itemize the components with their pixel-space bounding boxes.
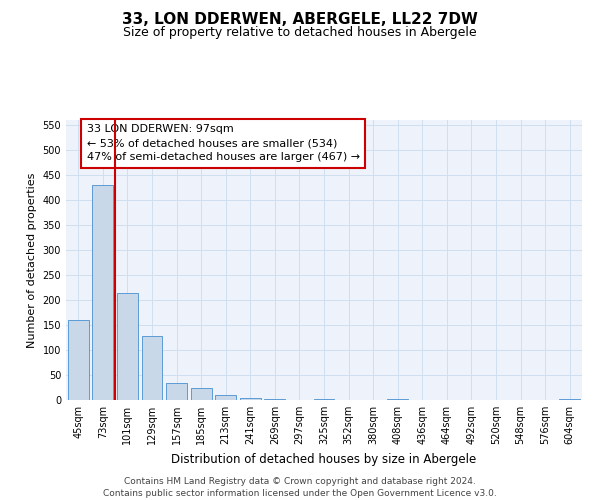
Text: 33 LON DDERWEN: 97sqm
← 53% of detached houses are smaller (534)
47% of semi-det: 33 LON DDERWEN: 97sqm ← 53% of detached … [86,124,360,162]
Bar [215,395,236,400]
Bar [240,398,261,400]
Bar [265,399,286,400]
X-axis label: Distribution of detached houses by size in Abergele: Distribution of detached houses by size … [172,452,476,466]
Y-axis label: Number of detached properties: Number of detached properties [27,172,37,348]
Text: Contains HM Land Registry data © Crown copyright and database right 2024.
Contai: Contains HM Land Registry data © Crown c… [103,476,497,498]
Bar [387,399,408,400]
Bar [92,185,113,400]
Text: Size of property relative to detached houses in Abergele: Size of property relative to detached ho… [123,26,477,39]
Bar [191,388,212,400]
Text: 33, LON DDERWEN, ABERGELE, LL22 7DW: 33, LON DDERWEN, ABERGELE, LL22 7DW [122,12,478,28]
Bar [314,398,334,400]
Bar [68,320,89,400]
Bar [559,398,580,400]
Bar [142,336,163,400]
Bar [117,292,138,400]
Bar [166,382,187,400]
